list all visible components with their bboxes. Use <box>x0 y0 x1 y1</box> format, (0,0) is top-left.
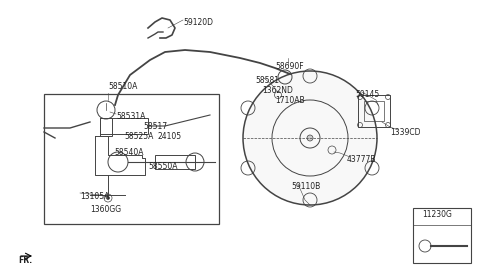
Text: 24105: 24105 <box>158 132 182 141</box>
Text: 43777B: 43777B <box>347 155 376 164</box>
Text: 11230G: 11230G <box>422 210 452 219</box>
Text: 13105A: 13105A <box>80 192 109 201</box>
Text: 58690F: 58690F <box>275 62 304 71</box>
Text: 1360GG: 1360GG <box>90 205 121 214</box>
Circle shape <box>243 71 377 205</box>
Text: 58581: 58581 <box>255 76 279 85</box>
Text: 59145: 59145 <box>355 90 379 99</box>
Text: 58517: 58517 <box>143 122 167 131</box>
Text: 59110B: 59110B <box>291 182 320 191</box>
Text: 58540A: 58540A <box>114 148 144 157</box>
Bar <box>155 155 195 169</box>
Text: FR.: FR. <box>18 256 32 265</box>
Bar <box>100 118 112 136</box>
Circle shape <box>107 197 109 199</box>
Bar <box>44 94 219 224</box>
Text: 58550A: 58550A <box>148 162 178 171</box>
Circle shape <box>307 135 313 141</box>
Text: 58531A: 58531A <box>116 112 145 121</box>
Text: 1362ND: 1362ND <box>262 86 293 95</box>
Bar <box>358 95 390 127</box>
Bar <box>413 208 471 263</box>
Bar <box>364 101 384 121</box>
Text: 59120D: 59120D <box>183 18 213 27</box>
Text: 1339CD: 1339CD <box>390 128 420 137</box>
Text: 1710AB: 1710AB <box>275 96 305 105</box>
Text: 58525A: 58525A <box>124 132 154 141</box>
Text: 58510A: 58510A <box>108 82 137 91</box>
Bar <box>100 118 148 134</box>
